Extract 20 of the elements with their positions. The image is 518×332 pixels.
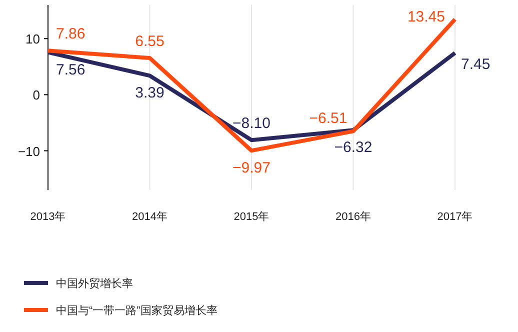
y-tick-label: 0 (32, 88, 40, 103)
data-label: 3.39 (135, 84, 164, 102)
data-label: 7.56 (56, 61, 86, 78)
data-label: 7.45 (461, 56, 490, 73)
data-label: −6.51 (309, 110, 348, 128)
x-tick-label: 2013年 (30, 211, 66, 223)
legend-label: 中国外贸增长率 (56, 277, 133, 290)
x-tick-label: 2015年 (234, 211, 270, 223)
x-tick-label: 2016年 (336, 211, 371, 223)
y-tick-label: 10 (26, 32, 40, 47)
data-label: 7.86 (56, 26, 86, 43)
y-tick-label: −10 (18, 144, 40, 159)
x-tick-label: 2017年 (437, 211, 473, 223)
data-label: −8.10 (232, 115, 270, 132)
data-label: 6.55 (135, 32, 164, 50)
data-label: −9.97 (232, 160, 270, 177)
data-label: −6.32 (334, 139, 372, 156)
legend-label: 中国与“一带一路”国家贸易增长率 (56, 304, 218, 317)
data-label: 13.45 (407, 8, 445, 26)
x-tick-label: 2014年 (132, 211, 168, 223)
